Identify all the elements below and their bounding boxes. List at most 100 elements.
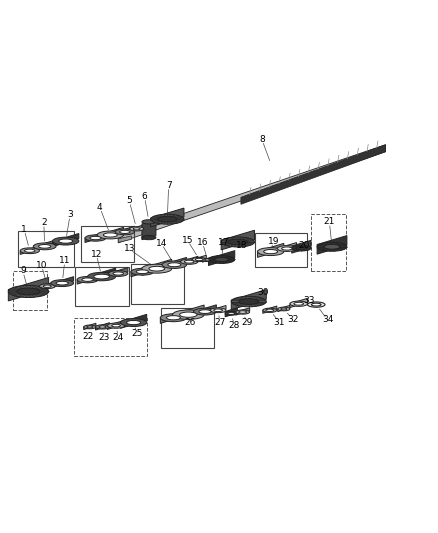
Ellipse shape [43, 285, 51, 287]
Ellipse shape [307, 302, 325, 307]
Ellipse shape [77, 277, 98, 283]
Text: 16: 16 [197, 238, 208, 247]
Polygon shape [109, 268, 128, 278]
Polygon shape [225, 308, 237, 317]
Ellipse shape [39, 284, 55, 288]
Ellipse shape [205, 259, 211, 261]
Text: 24: 24 [113, 333, 124, 342]
Ellipse shape [17, 288, 40, 295]
Polygon shape [180, 256, 198, 265]
Ellipse shape [236, 310, 250, 314]
Ellipse shape [202, 259, 213, 262]
Ellipse shape [84, 325, 96, 329]
Text: 21: 21 [324, 217, 335, 227]
Ellipse shape [173, 310, 204, 319]
Ellipse shape [166, 316, 180, 320]
Ellipse shape [311, 303, 321, 306]
Text: 29: 29 [241, 318, 253, 327]
Text: 25: 25 [131, 328, 142, 337]
Ellipse shape [109, 271, 128, 277]
Polygon shape [53, 233, 79, 247]
Text: 19: 19 [268, 237, 279, 246]
Polygon shape [236, 308, 250, 315]
Text: 12: 12 [91, 250, 102, 259]
Bar [311, 214, 346, 271]
Polygon shape [221, 230, 254, 250]
Ellipse shape [258, 248, 284, 255]
Bar [81, 226, 134, 262]
Ellipse shape [142, 236, 156, 240]
Ellipse shape [264, 249, 278, 254]
Ellipse shape [160, 314, 187, 322]
Ellipse shape [231, 296, 266, 307]
Text: 2: 2 [41, 218, 46, 227]
Text: 8: 8 [259, 135, 265, 144]
Text: 5: 5 [126, 196, 132, 205]
Ellipse shape [180, 259, 198, 264]
Ellipse shape [115, 229, 134, 235]
Polygon shape [292, 240, 311, 253]
Text: 11: 11 [59, 256, 71, 265]
Text: 28: 28 [229, 321, 240, 330]
Ellipse shape [215, 257, 229, 262]
Polygon shape [107, 320, 125, 329]
Ellipse shape [133, 228, 140, 230]
Polygon shape [162, 257, 187, 270]
Ellipse shape [59, 239, 73, 243]
Ellipse shape [214, 309, 223, 312]
Ellipse shape [192, 257, 206, 262]
Polygon shape [88, 268, 116, 282]
Ellipse shape [290, 301, 307, 306]
Polygon shape [202, 257, 213, 262]
Text: 22: 22 [83, 332, 94, 341]
Ellipse shape [99, 326, 106, 328]
Polygon shape [51, 277, 74, 288]
Ellipse shape [90, 236, 101, 240]
Text: 7: 7 [166, 181, 172, 190]
Polygon shape [142, 260, 172, 275]
Polygon shape [194, 305, 216, 317]
Text: 26: 26 [185, 318, 196, 327]
Ellipse shape [228, 239, 247, 245]
Polygon shape [278, 305, 290, 312]
Ellipse shape [103, 233, 117, 237]
Ellipse shape [82, 278, 93, 281]
Polygon shape [115, 226, 134, 236]
Polygon shape [210, 305, 226, 314]
Polygon shape [95, 322, 110, 330]
Ellipse shape [94, 274, 110, 279]
Polygon shape [33, 240, 56, 251]
Ellipse shape [87, 326, 93, 328]
Ellipse shape [130, 227, 144, 231]
Text: 27: 27 [214, 318, 226, 327]
Ellipse shape [294, 302, 304, 305]
Ellipse shape [120, 230, 130, 233]
Ellipse shape [142, 220, 156, 224]
Ellipse shape [266, 309, 274, 311]
Ellipse shape [136, 270, 148, 273]
Bar [255, 233, 307, 268]
Polygon shape [151, 208, 184, 227]
Polygon shape [277, 243, 297, 253]
Text: 14: 14 [155, 239, 167, 248]
Text: 31: 31 [274, 318, 285, 327]
Ellipse shape [85, 235, 106, 241]
Ellipse shape [142, 264, 172, 273]
Ellipse shape [53, 237, 79, 245]
Ellipse shape [131, 268, 154, 275]
Ellipse shape [239, 311, 247, 313]
Polygon shape [258, 244, 284, 257]
Ellipse shape [221, 237, 254, 247]
Ellipse shape [162, 261, 187, 269]
Bar [18, 231, 74, 266]
Polygon shape [131, 265, 154, 277]
Ellipse shape [317, 243, 347, 251]
Polygon shape [118, 236, 131, 243]
Text: 10: 10 [36, 261, 47, 270]
Ellipse shape [8, 286, 49, 297]
Polygon shape [85, 232, 106, 243]
Ellipse shape [149, 266, 165, 271]
Bar [74, 318, 147, 356]
Bar [131, 264, 184, 304]
Bar [13, 271, 47, 310]
